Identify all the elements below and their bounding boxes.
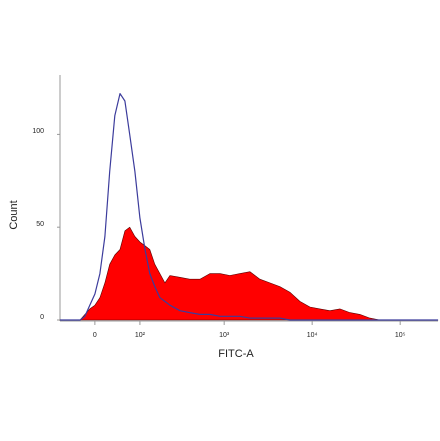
- outline-histogram: [60, 93, 438, 321]
- x-tick-label: 10²: [135, 332, 146, 339]
- y-tick-label: 100: [32, 128, 44, 135]
- filled-histogram: [59, 226, 439, 321]
- y-tick-label: 0: [40, 314, 44, 321]
- x-tick-label: 10³: [219, 332, 230, 339]
- x-tick-label: 10⁵: [395, 332, 406, 339]
- x-tick-label: 0: [93, 332, 97, 339]
- y-axis-label: Count: [8, 200, 20, 229]
- y-tick-label: 50: [36, 221, 44, 228]
- x-tick-label: 10⁴: [307, 332, 318, 339]
- x-axis-label: FITC-A: [218, 348, 254, 360]
